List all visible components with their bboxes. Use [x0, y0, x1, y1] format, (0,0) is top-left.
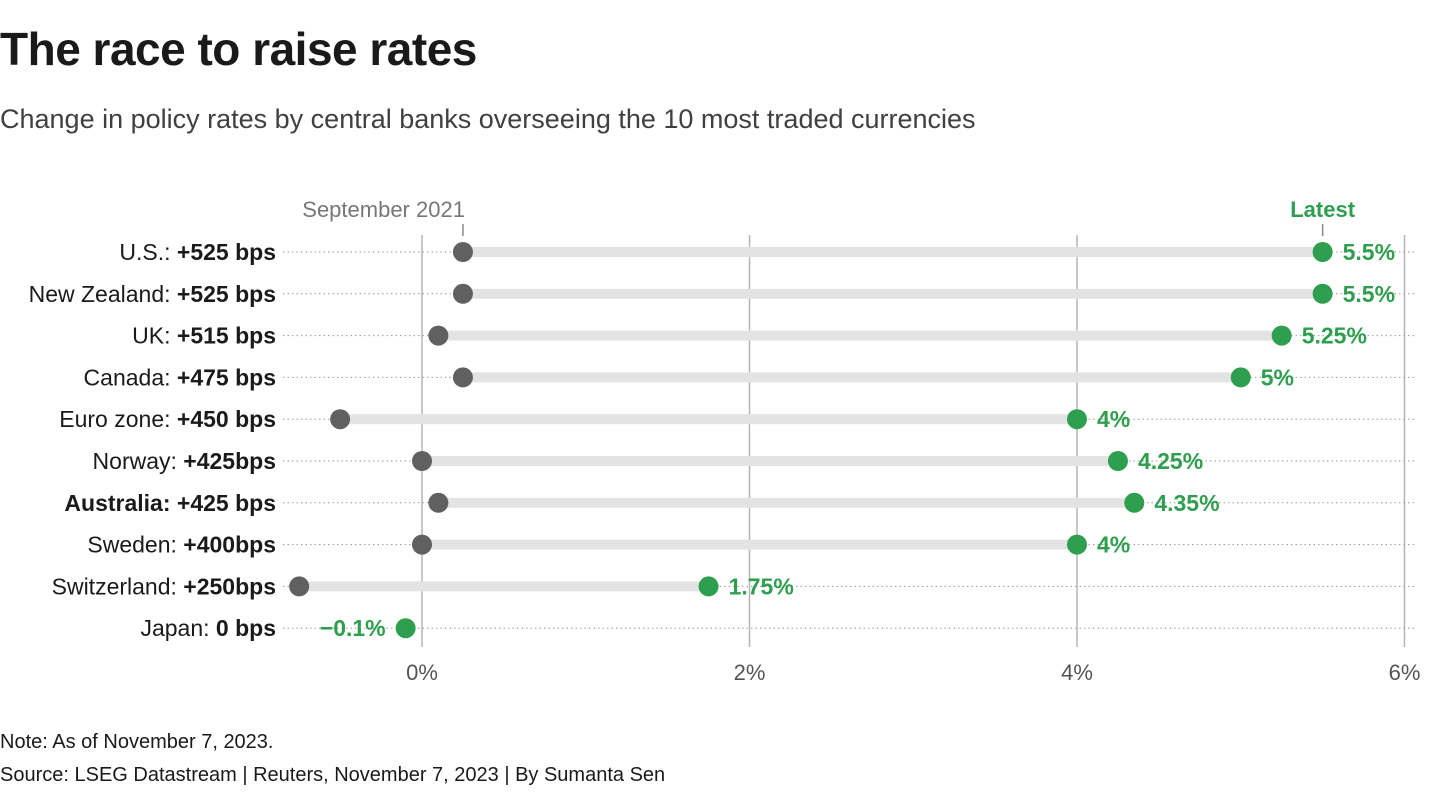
rate-change: +425 bps	[177, 490, 276, 516]
row-label: UK: +515 bps	[132, 323, 276, 349]
latest-dot	[698, 576, 719, 597]
range-bar	[462, 288, 1323, 299]
range-bar	[462, 372, 1241, 383]
country-name: New Zealand:	[29, 281, 177, 307]
row-label: Norway: +425bps	[93, 448, 276, 474]
row-label: Australia: +425 bps	[64, 490, 276, 516]
latest-header-label: Latest	[1290, 197, 1355, 222]
range-bar	[340, 414, 1077, 425]
row-label: U.S.: +525 bps	[119, 239, 276, 265]
start-dot	[412, 534, 432, 555]
rate-change: +525 bps	[177, 239, 276, 265]
rate-change: +425bps	[183, 448, 276, 474]
chart-subtitle: Change in policy rates by central banks …	[0, 104, 976, 134]
country-name: Norway:	[93, 448, 184, 474]
latest-dot	[1312, 242, 1333, 262]
latest-value-label: 5.25%	[1302, 323, 1367, 349]
latest-value-label: 4.25%	[1138, 448, 1203, 474]
start-dot	[289, 576, 310, 597]
latest-value-label: 4%	[1097, 532, 1130, 558]
chart-note: Note: As of November 7, 2023.	[0, 731, 274, 753]
country-name: Switzerland:	[52, 573, 184, 599]
x-tick-label: 6%	[1389, 660, 1421, 685]
latest-value-label: 4.35%	[1154, 490, 1219, 516]
start-dot	[428, 492, 449, 513]
row-label: Switzerland: +250bps	[52, 573, 276, 599]
x-tick-label: 4%	[1061, 660, 1093, 685]
start-header-label: September 2021	[302, 197, 465, 222]
country-name: Japan:	[140, 615, 215, 641]
country-name: Euro zone:	[59, 406, 177, 432]
latest-value-label: 5.5%	[1343, 239, 1395, 265]
start-dot	[452, 367, 473, 388]
start-dot	[428, 325, 449, 346]
start-dot	[452, 283, 473, 304]
country-name: Australia:	[64, 490, 176, 516]
latest-dot	[1230, 367, 1251, 388]
row-label: Euro zone: +450 bps	[59, 406, 276, 432]
rate-change: +400bps	[183, 532, 276, 558]
latest-value-label: 1.75%	[729, 573, 794, 599]
range-bar	[299, 581, 709, 592]
start-dot	[330, 409, 351, 430]
rate-change: 0 bps	[216, 615, 276, 641]
latest-value-label: 5.5%	[1343, 281, 1395, 307]
rate-change: +515 bps	[177, 323, 276, 349]
country-name: UK:	[132, 323, 177, 349]
latest-dot	[1124, 492, 1145, 513]
chart-source: Source: LSEG Datastream | Reuters, Novem…	[0, 764, 666, 786]
country-name: Sweden:	[87, 532, 183, 558]
latest-dot	[1271, 325, 1292, 346]
x-tick-label: 2%	[734, 660, 766, 685]
rate-change: +475 bps	[177, 364, 276, 390]
latest-value-label: −0.1%	[320, 615, 386, 641]
country-name: Canada:	[84, 364, 177, 390]
dumbbell-chart: 0% 2% 4% 6% September 2021 Latest U.S.: +525 b…	[29, 197, 1421, 685]
range-bar	[438, 330, 1282, 341]
range-bar	[422, 456, 1118, 466]
row-label: New Zealand: +525 bps	[29, 281, 276, 307]
country-name: U.S.:	[119, 239, 177, 265]
start-dot	[412, 451, 432, 471]
row-label: Japan: 0 bps	[140, 615, 276, 641]
latest-dot	[1067, 409, 1087, 430]
latest-value-label: 4%	[1097, 406, 1130, 432]
latest-dot	[395, 618, 416, 639]
row-label: Sweden: +400bps	[87, 532, 276, 558]
latest-dot	[1067, 534, 1087, 555]
latest-value-label: 5%	[1261, 364, 1294, 390]
row-label: Canada: +475 bps	[84, 364, 276, 390]
rate-change: +250bps	[183, 573, 276, 599]
rate-change: +525 bps	[177, 281, 276, 307]
latest-dot	[1107, 451, 1128, 471]
rate-change: +450 bps	[177, 406, 276, 432]
range-bar	[422, 539, 1077, 550]
start-dot	[452, 242, 473, 262]
range-bar	[462, 247, 1323, 257]
latest-dot	[1312, 283, 1333, 304]
range-bar	[438, 497, 1135, 508]
x-tick-label: 0%	[406, 660, 438, 685]
chart-title: The race to raise rates	[0, 23, 477, 75]
